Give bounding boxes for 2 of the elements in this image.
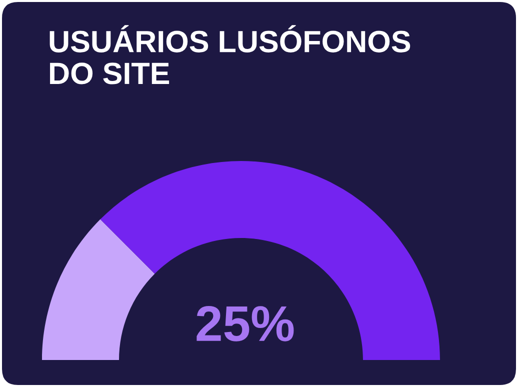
chart-title: USUÁRIOS LUSÓFONOS DO SITE xyxy=(50,25,410,84)
text: 25% xyxy=(196,306,294,342)
